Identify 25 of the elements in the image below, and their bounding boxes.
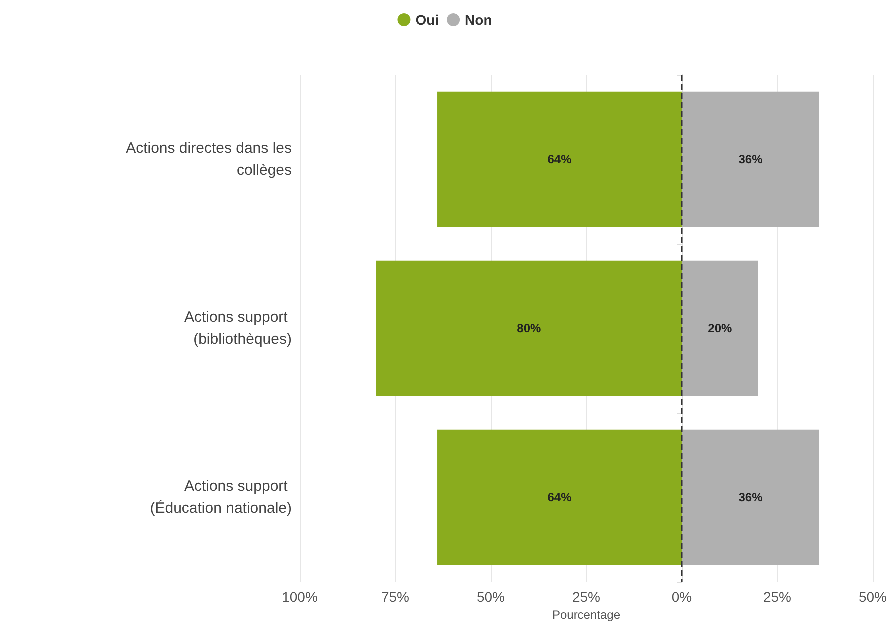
legend-label: Oui <box>416 12 440 28</box>
x-tick-label: 50% <box>858 589 888 605</box>
data-label: 20% <box>708 322 733 336</box>
bar <box>682 430 820 566</box>
data-label: 64% <box>548 152 572 166</box>
bar <box>438 92 682 228</box>
x-tick-label: 75% <box>381 589 410 605</box>
y-tick-label: Actions directes dans les collèges <box>126 140 292 179</box>
data-label: 36% <box>738 490 764 504</box>
bar <box>682 260 758 396</box>
data-label: 36% <box>738 152 764 166</box>
bar <box>376 260 682 396</box>
y-tick-label: Actions support (bibliothèques) <box>184 309 292 348</box>
x-tick-label: 0% <box>672 589 692 605</box>
x-axis-title: Pourcentage <box>552 608 621 622</box>
bar <box>682 92 820 228</box>
data-label: 80% <box>517 322 542 336</box>
x-tick-label: 25% <box>763 589 792 605</box>
x-tick-label: 25% <box>572 589 601 605</box>
legend-label: Non <box>465 12 492 28</box>
x-tick-label: 50% <box>476 589 506 605</box>
bar <box>438 430 682 566</box>
x-tick-label: 100% <box>282 589 318 605</box>
y-tick-label: Actions support (Éducation nationale) <box>150 478 292 517</box>
data-label: 64% <box>548 490 572 504</box>
